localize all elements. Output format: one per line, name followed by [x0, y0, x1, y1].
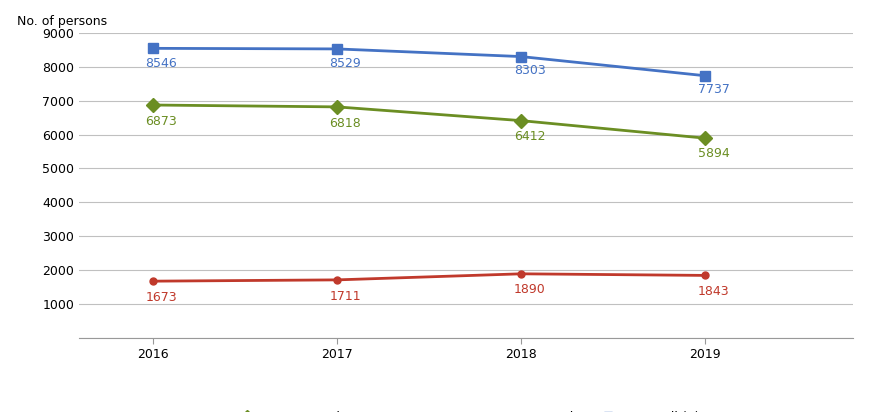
Text: No. of persons: No. of persons [18, 15, 107, 28]
Text: 6412: 6412 [513, 130, 544, 143]
Text: 1711: 1711 [329, 290, 361, 303]
Text: 6873: 6873 [145, 115, 177, 128]
Text: 1843: 1843 [697, 285, 729, 298]
Text: 5894: 5894 [697, 147, 729, 160]
Text: 8303: 8303 [513, 64, 545, 77]
Text: 1673: 1673 [145, 291, 176, 304]
Legend: Sentenced persons, Persons on remand, Overall (1): Sentenced persons, Persons on remand, Ov… [227, 406, 704, 412]
Text: 8529: 8529 [329, 57, 361, 70]
Text: 6818: 6818 [329, 117, 361, 130]
Text: 1890: 1890 [513, 283, 545, 296]
Text: 8546: 8546 [145, 57, 177, 70]
Text: 7737: 7737 [697, 82, 729, 96]
